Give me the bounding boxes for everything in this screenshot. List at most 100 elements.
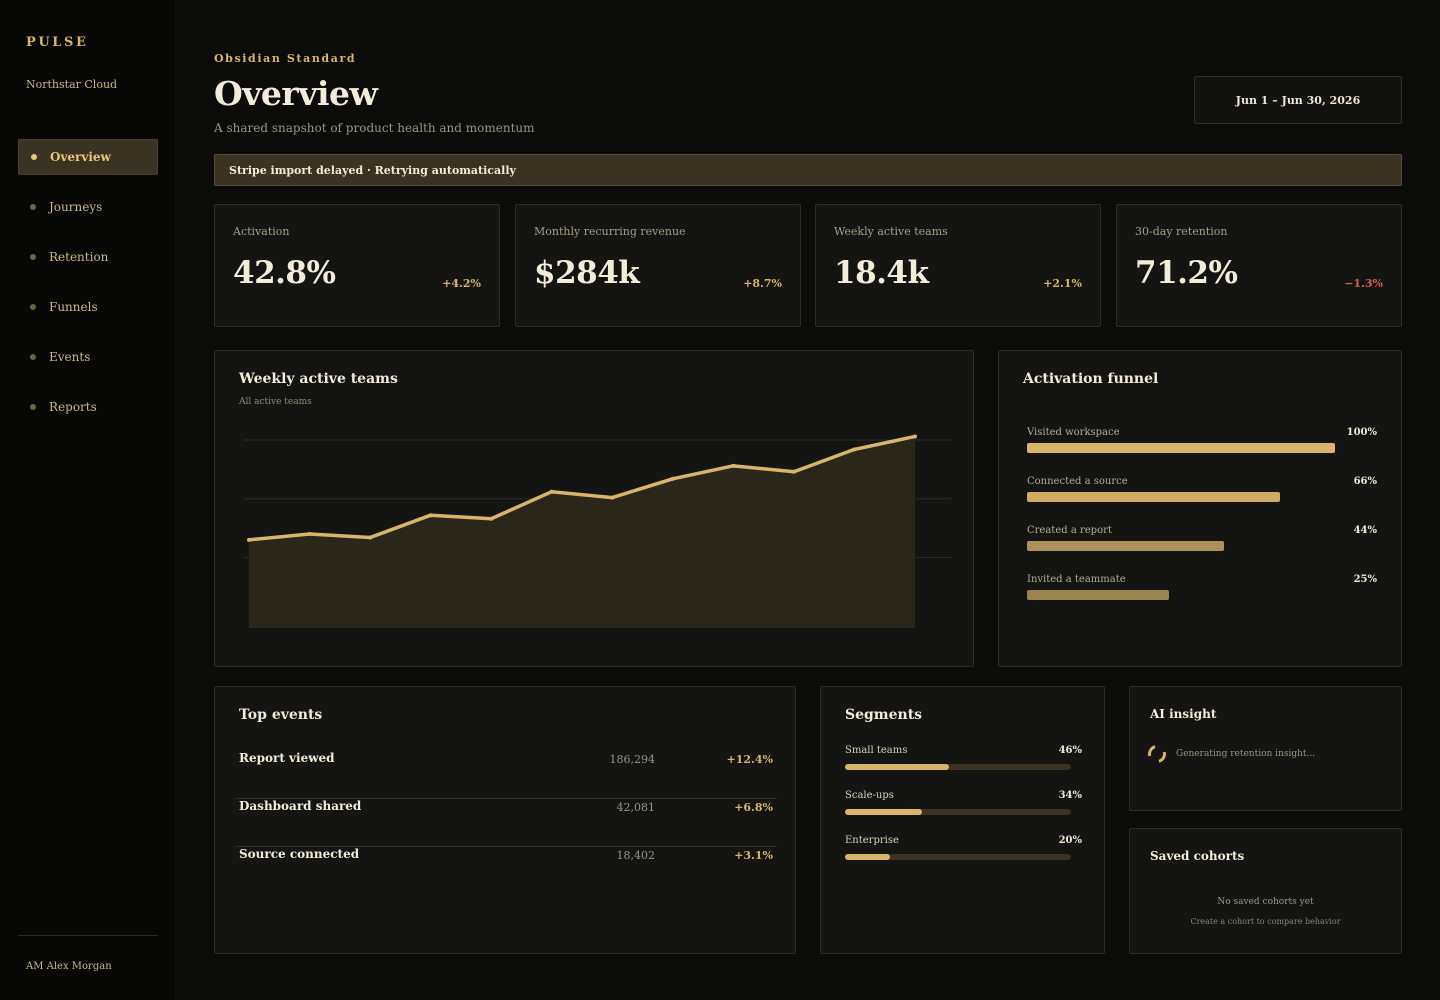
date-range-picker[interactable]: Jun 1 – Jun 30, 2026 xyxy=(1194,76,1402,124)
sidebar-item-reports[interactable]: Reports xyxy=(18,389,158,425)
top-events-title: Top events xyxy=(239,707,323,723)
chart-title: Weekly active teams xyxy=(239,371,398,387)
kpi-delta: −1.3% xyxy=(1344,277,1383,290)
chart-point[interactable] xyxy=(368,535,373,540)
chart-point[interactable] xyxy=(247,537,251,542)
funnel-step-label: Created a report xyxy=(1027,525,1112,536)
kpi-value: 42.8% xyxy=(233,255,336,291)
segment-bar-track xyxy=(845,854,1071,860)
alert-banner: Stripe import delayed · Retrying automat… xyxy=(214,154,1402,186)
event-name: Report viewed xyxy=(239,751,335,765)
chart-point[interactable] xyxy=(307,532,312,536)
funnel-step-bar xyxy=(1027,492,1280,502)
kpi-label: Monthly recurring revenue xyxy=(534,225,686,238)
user-profile[interactable]: AM Alex Morgan xyxy=(26,961,112,972)
segment-percent: 46% xyxy=(1058,745,1082,756)
kpi-card-retention[interactable]: 30-day retention 71.2% −1.3% xyxy=(1116,204,1402,327)
chart-subtitle: All active teams xyxy=(239,397,312,407)
chart-point[interactable] xyxy=(791,469,796,474)
funnel-step-percent: 100% xyxy=(1346,427,1377,438)
event-delta: +12.4% xyxy=(726,753,773,766)
event-delta: +3.1% xyxy=(734,849,773,862)
activation-funnel-card: Activation funnel Visited workspace 100%… xyxy=(998,350,1402,667)
funnel-step-bar xyxy=(1027,443,1335,453)
segment-bar-track xyxy=(845,809,1071,815)
weekly-active-teams-chart[interactable] xyxy=(215,351,975,668)
funnel-step-bar xyxy=(1027,590,1169,600)
sidebar-item-journeys[interactable]: Journeys xyxy=(18,189,158,225)
chart-series-line xyxy=(247,434,917,542)
sidebar-divider xyxy=(18,935,158,936)
chart-point[interactable] xyxy=(731,463,736,468)
empty-state-title: No saved cohorts yet xyxy=(1217,897,1314,907)
segment-percent: 20% xyxy=(1058,835,1082,846)
sidebar-item-label: Events xyxy=(49,350,91,364)
event-name: Dashboard shared xyxy=(239,799,362,813)
chart-point[interactable] xyxy=(610,495,615,500)
workspace-name[interactable]: Northstar Cloud xyxy=(26,78,118,91)
chart-point[interactable] xyxy=(489,516,494,521)
segment-label: Scale-ups xyxy=(845,790,894,801)
kpi-value: $284k xyxy=(534,255,640,291)
nav-dot-icon xyxy=(30,354,36,360)
sidebar-item-funnels[interactable]: Funnels xyxy=(18,289,158,325)
ai-insight-title: AI insight xyxy=(1150,707,1217,721)
empty-state-link[interactable]: Create a cohort to compare behavior xyxy=(1190,917,1341,926)
chart-point[interactable] xyxy=(852,447,857,452)
funnel-title: Activation funnel xyxy=(1023,371,1159,387)
sidebar-item-overview[interactable]: Overview xyxy=(18,139,158,175)
funnel-step-bar xyxy=(1027,541,1225,551)
funnel-step-percent: 66% xyxy=(1353,476,1377,487)
table-row[interactable]: Dashboard shared 42,081 +6.8% xyxy=(235,799,777,847)
sidebar-item-events[interactable]: Events xyxy=(18,339,158,375)
saved-cohorts-title: Saved cohorts xyxy=(1150,849,1245,863)
nav-dot-icon xyxy=(30,254,36,260)
table-row[interactable]: Source connected 18,402 +3.1% xyxy=(235,847,777,895)
funnel-step-label: Invited a teammate xyxy=(1027,574,1126,585)
sidebar-item-label: Reports xyxy=(49,400,97,414)
chart-point[interactable] xyxy=(670,476,675,481)
event-name: Source connected xyxy=(239,847,360,861)
sidebar: PULSE Northstar Cloud Overview Journeys … xyxy=(0,0,176,1000)
kpi-card-activation[interactable]: Activation 42.8% +4.2% xyxy=(214,204,500,327)
sidebar-item-retention[interactable]: Retention xyxy=(18,239,158,275)
chart-point[interactable] xyxy=(913,434,917,439)
sidebar-nav: Overview Journeys Retention Funnels Even… xyxy=(18,139,158,439)
kpi-delta: +4.2% xyxy=(442,277,481,290)
kpi-card-weekly-active-teams[interactable]: Weekly active teams 18.4k +2.1% xyxy=(815,204,1101,327)
page-subtitle: A shared snapshot of product health and … xyxy=(214,121,535,135)
funnel-step-label: Visited workspace xyxy=(1027,427,1120,438)
segment-bar-track xyxy=(845,764,1071,770)
event-count: 42,081 xyxy=(616,801,656,814)
kpi-delta: +8.7% xyxy=(743,277,782,290)
chart-point[interactable] xyxy=(428,513,433,518)
segments-title: Segments xyxy=(845,707,923,723)
chart-point[interactable] xyxy=(549,489,554,494)
chart-area-fill xyxy=(249,436,915,628)
nav-dot-icon xyxy=(31,154,37,160)
event-delta: +6.8% xyxy=(734,801,773,814)
event-count: 186,294 xyxy=(609,753,656,766)
ai-insight-status: Generating retention insight... xyxy=(1176,749,1316,759)
funnel-step-percent: 44% xyxy=(1353,525,1377,536)
page-eyebrow: Obsidian Standard xyxy=(214,52,357,65)
segment-bar-fill xyxy=(845,854,891,860)
loading-spinner-icon xyxy=(1144,741,1170,767)
segment-bar-fill xyxy=(845,809,922,815)
sidebar-item-label: Overview xyxy=(50,150,111,164)
top-events-card: Top events Report viewed 186,294 +12.4% … xyxy=(214,686,796,954)
segment-label: Enterprise xyxy=(845,835,899,846)
kpi-card-mrr[interactable]: Monthly recurring revenue $284k +8.7% xyxy=(515,204,801,327)
table-row[interactable]: Report viewed 186,294 +12.4% xyxy=(235,751,777,799)
event-count: 18,402 xyxy=(616,849,656,862)
kpi-value: 71.2% xyxy=(1135,255,1238,291)
brand-logo[interactable]: PULSE xyxy=(26,35,89,50)
nav-dot-icon xyxy=(30,204,36,210)
kpi-label: 30-day retention xyxy=(1135,225,1228,238)
ai-insight-card: AI insight Generating retention insight.… xyxy=(1129,686,1402,811)
sidebar-item-label: Funnels xyxy=(49,300,98,314)
segment-label: Small teams xyxy=(845,745,908,756)
kpi-delta: +2.1% xyxy=(1043,277,1082,290)
segments-card: Segments Small teams 46% Scale-ups 34% E… xyxy=(820,686,1105,954)
weekly-active-teams-card: Weekly active teams All active teams xyxy=(214,350,974,667)
